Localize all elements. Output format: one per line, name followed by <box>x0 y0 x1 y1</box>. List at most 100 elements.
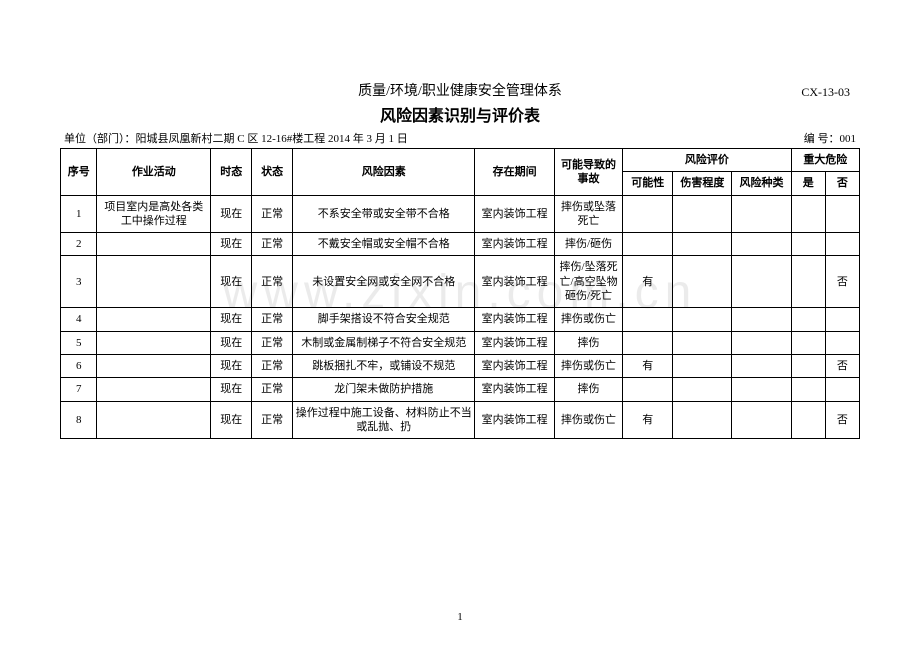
cell-period: 室内装饰工程 <box>475 378 555 401</box>
table-row: 2现在正常不戴安全帽或安全帽不合格室内装饰工程摔伤/砸伤 <box>61 233 860 256</box>
cell-type <box>732 233 791 256</box>
meta-unit: 单位（部门）：阳城县凤凰新村二期 C 区 12-16#楼工程 2014 年 3 … <box>64 130 408 146</box>
cell-sev <box>673 331 732 354</box>
cell-type <box>732 256 791 308</box>
cell-type <box>732 331 791 354</box>
th-severity: 伤害程度 <box>673 172 732 195</box>
cell-time: 现在 <box>211 195 252 233</box>
cell-accident: 摔伤或坠落死亡 <box>554 195 622 233</box>
cell-prob <box>623 308 673 331</box>
th-eval-group: 风险评价 <box>623 149 791 172</box>
cell-status: 正常 <box>252 378 293 401</box>
th-major-group: 重大危险 <box>791 149 859 172</box>
cell-yes <box>791 401 825 439</box>
cell-activity <box>97 256 211 308</box>
cell-prob <box>623 195 673 233</box>
cell-factor: 龙门架未做防护措施 <box>293 378 475 401</box>
cell-prob: 有 <box>623 354 673 377</box>
cell-no: 否 <box>825 401 859 439</box>
cell-activity <box>97 354 211 377</box>
cell-period: 室内装饰工程 <box>475 401 555 439</box>
cell-factor: 不戴安全帽或安全帽不合格 <box>293 233 475 256</box>
cell-period: 室内装饰工程 <box>475 233 555 256</box>
table-header: 序号 作业活动 时态 状态 风险因素 存在期间 可能导致的事故 风险评价 重大危… <box>61 149 860 196</box>
table-row: 6 现在正常跳板捆扎不牢，或铺设不规范室内装饰工程摔伤或伤亡有 否 <box>61 354 860 377</box>
table-row: 7现在正常龙门架未做防护措施室内装饰工程摔伤 <box>61 378 860 401</box>
supertitle: 质量/环境/职业健康安全管理体系 <box>60 80 860 100</box>
cell-activity <box>97 331 211 354</box>
cell-sev <box>673 401 732 439</box>
th-seq: 序号 <box>61 149 97 196</box>
cell-sev <box>673 378 732 401</box>
cell-accident: 摔伤或伤亡 <box>554 308 622 331</box>
cell-time: 现在 <box>211 308 252 331</box>
cell-no <box>825 233 859 256</box>
cell-activity <box>97 308 211 331</box>
th-prob: 可能性 <box>623 172 673 195</box>
cell-status: 正常 <box>252 308 293 331</box>
cell-activity: 项目室内是高处各类工中操作过程 <box>97 195 211 233</box>
cell-status: 正常 <box>252 354 293 377</box>
cell-no <box>825 308 859 331</box>
cell-time: 现在 <box>211 233 252 256</box>
cell-activity <box>97 233 211 256</box>
th-factor: 风险因素 <box>293 149 475 196</box>
cell-activity <box>97 378 211 401</box>
cell-prob: 有 <box>623 256 673 308</box>
cell-period: 室内装饰工程 <box>475 195 555 233</box>
cell-activity <box>97 401 211 439</box>
cell-time: 现在 <box>211 378 252 401</box>
cell-time: 现在 <box>211 354 252 377</box>
cell-accident: 摔伤/坠落死亡/高空坠物砸伤/死亡 <box>554 256 622 308</box>
cell-status: 正常 <box>252 256 293 308</box>
cell-sev <box>673 308 732 331</box>
cell-type <box>732 354 791 377</box>
th-yes: 是 <box>791 172 825 195</box>
cell-factor: 跳板捆扎不牢，或铺设不规范 <box>293 354 475 377</box>
cell-yes <box>791 195 825 233</box>
cell-time: 现在 <box>211 401 252 439</box>
cell-yes <box>791 354 825 377</box>
cell-status: 正常 <box>252 331 293 354</box>
cell-type <box>732 378 791 401</box>
th-activity: 作业活动 <box>97 149 211 196</box>
cell-prob <box>623 378 673 401</box>
cell-time: 现在 <box>211 256 252 308</box>
cell-seq: 6 <box>61 354 97 377</box>
cell-yes <box>791 331 825 354</box>
cell-period: 室内装饰工程 <box>475 354 555 377</box>
cell-no: 否 <box>825 354 859 377</box>
cell-sev <box>673 256 732 308</box>
cell-period: 室内装饰工程 <box>475 331 555 354</box>
cell-factor: 脚手架搭设不符合安全规范 <box>293 308 475 331</box>
cell-yes <box>791 256 825 308</box>
cell-status: 正常 <box>252 401 293 439</box>
cell-sev <box>673 233 732 256</box>
page-number: 1 <box>0 611 920 623</box>
cell-prob: 有 <box>623 401 673 439</box>
cell-accident: 摔伤或伤亡 <box>554 354 622 377</box>
cell-prob <box>623 331 673 354</box>
cell-yes <box>791 233 825 256</box>
table-row: 8现在正常操作过程中施工设备、材料防止不当或乱抛、扔室内装饰工程摔伤或伤亡有否 <box>61 401 860 439</box>
cell-sev <box>673 354 732 377</box>
th-time: 时态 <box>211 149 252 196</box>
cell-time: 现在 <box>211 331 252 354</box>
th-status: 状态 <box>252 149 293 196</box>
cell-seq: 1 <box>61 195 97 233</box>
risk-table: 序号 作业活动 时态 状态 风险因素 存在期间 可能导致的事故 风险评价 重大危… <box>60 148 860 439</box>
table-row: 4现在正常脚手架搭设不符合安全规范室内装饰工程摔伤或伤亡 <box>61 308 860 331</box>
table-row: 3现在正常未设置安全网或安全网不合格室内装饰工程摔伤/坠落死亡/高空坠物砸伤/死… <box>61 256 860 308</box>
th-period: 存在期间 <box>475 149 555 196</box>
cell-seq: 7 <box>61 378 97 401</box>
page-title: 风险因素识别与评价表 <box>60 102 860 126</box>
cell-sev <box>673 195 732 233</box>
cell-seq: 3 <box>61 256 97 308</box>
page-container: CX-13-03 质量/环境/职业健康安全管理体系 风险因素识别与评价表 单位（… <box>0 0 920 439</box>
cell-no <box>825 331 859 354</box>
cell-accident: 摔伤/砸伤 <box>554 233 622 256</box>
cell-status: 正常 <box>252 233 293 256</box>
cell-seq: 5 <box>61 331 97 354</box>
cell-period: 室内装饰工程 <box>475 308 555 331</box>
table-row: 5现在正常木制或金属制梯子不符合安全规范室内装饰工程摔伤 <box>61 331 860 354</box>
